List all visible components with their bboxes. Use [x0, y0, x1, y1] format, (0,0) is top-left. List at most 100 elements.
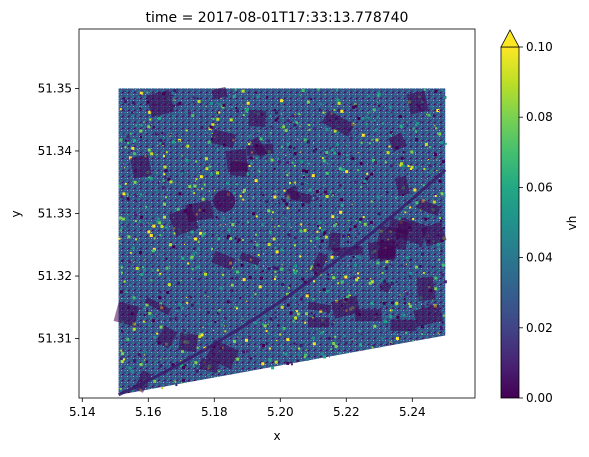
raster-pixel: [231, 106, 233, 108]
raster-pixel: [423, 168, 426, 170]
raster-pixel: [139, 94, 142, 97]
raster-pixel: [428, 162, 430, 165]
raster-pixel: [122, 297, 124, 299]
raster-pixel: [444, 142, 447, 145]
raster-pixel: [167, 349, 169, 351]
raster-pixel: [210, 101, 213, 105]
raster-pixel: [281, 274, 283, 276]
raster-pixel: [231, 268, 233, 270]
raster-pixel: [368, 142, 371, 145]
raster-pixel: [391, 112, 393, 114]
raster-pixel: [340, 263, 342, 265]
raster-pixel: [421, 252, 424, 256]
colorbar-extend-max-arrow: [500, 29, 520, 48]
raster-pixel: [123, 100, 127, 104]
raster-pixel: [341, 168, 345, 172]
raster-pixel: [356, 220, 358, 222]
raster-pixel: [352, 110, 354, 112]
raster-pixel: [217, 209, 219, 211]
raster-pixel: [205, 171, 208, 173]
raster-pixel: [253, 179, 255, 181]
raster-pixel: [297, 353, 300, 356]
raster-pixel: [202, 170, 204, 171]
raster-pixel: [197, 278, 200, 281]
raster-pixel: [416, 303, 418, 305]
raster-pixel: [437, 132, 438, 134]
raster-pixel: [274, 311, 277, 314]
raster-pixel: [350, 154, 353, 157]
raster-pixel: [180, 188, 181, 190]
raster-pixel: [322, 331, 324, 333]
raster-pixel: [391, 299, 393, 301]
raster-pixel: [403, 132, 406, 135]
raster-pixel: [139, 220, 142, 223]
raster-pixel: [140, 352, 142, 354]
raster-pixel: [428, 94, 431, 97]
raster-pixel: [334, 344, 338, 348]
raster-pixel: [177, 89, 179, 91]
raster-pixel: [129, 132, 132, 135]
raster-pixel: [124, 146, 127, 149]
raster-field-patch: [211, 250, 236, 271]
raster-pixel: [348, 294, 351, 297]
y-tick-label: 51.31: [38, 332, 72, 346]
raster-pixel: [132, 115, 135, 118]
raster-pixel: [319, 227, 322, 229]
raster-pixel: [303, 181, 305, 183]
raster-pixel: [358, 130, 359, 132]
raster-pixel: [160, 225, 164, 228]
raster-pixel: [143, 279, 145, 280]
raster-pixel: [164, 225, 168, 229]
raster-pixel: [381, 182, 383, 184]
raster-pixel: [192, 101, 195, 104]
raster-pixel: [370, 268, 372, 269]
raster-pixel: [371, 346, 374, 349]
raster-pixel: [224, 223, 226, 225]
raster-pixel: [355, 172, 357, 174]
raster-pixel: [317, 181, 319, 183]
raster-pixel: [361, 333, 363, 335]
raster-pixel: [258, 130, 260, 132]
raster-pixel: [224, 326, 226, 328]
raster-pixel: [308, 301, 309, 303]
raster-field-patch: [146, 90, 175, 117]
raster-pixel: [151, 161, 153, 163]
raster-pixel: [295, 270, 298, 273]
raster-pixel: [120, 229, 123, 232]
raster-pixel: [165, 196, 167, 199]
raster-pixel: [370, 172, 374, 176]
raster-pixel: [163, 215, 166, 219]
raster-pixel: [280, 345, 282, 347]
raster-pixel: [121, 352, 125, 356]
raster-pixel: [274, 190, 277, 193]
raster-pixel: [190, 230, 194, 234]
raster-pixel: [359, 145, 361, 147]
raster-pixel: [370, 280, 374, 284]
raster-pixel: [277, 158, 279, 160]
raster-pixel: [188, 111, 191, 115]
raster-pixel: [213, 108, 215, 109]
raster-pixel: [373, 324, 377, 328]
raster-pixel: [246, 101, 250, 105]
raster-pixel: [413, 188, 417, 192]
raster-pixel: [299, 255, 302, 258]
raster-pixel: [343, 269, 345, 271]
raster-pixel: [415, 124, 418, 127]
raster-pixel: [319, 204, 322, 207]
raster-pixel: [286, 338, 290, 342]
raster-pixel: [203, 113, 205, 116]
raster-pixel: [334, 335, 337, 338]
raster-pixel: [126, 338, 130, 341]
raster-pixel: [293, 154, 296, 157]
raster-pixel: [171, 363, 175, 367]
raster-pixel: [424, 178, 426, 180]
raster-pixel: [299, 265, 301, 267]
raster-pixel: [195, 369, 199, 373]
raster-pixel: [349, 136, 353, 140]
raster-pixel: [267, 320, 270, 322]
raster-pixel: [223, 326, 225, 328]
raster-pixel: [286, 207, 289, 210]
raster-pixel: [306, 100, 310, 104]
raster-pixel: [274, 246, 277, 249]
raster-pixel: [380, 279, 383, 282]
